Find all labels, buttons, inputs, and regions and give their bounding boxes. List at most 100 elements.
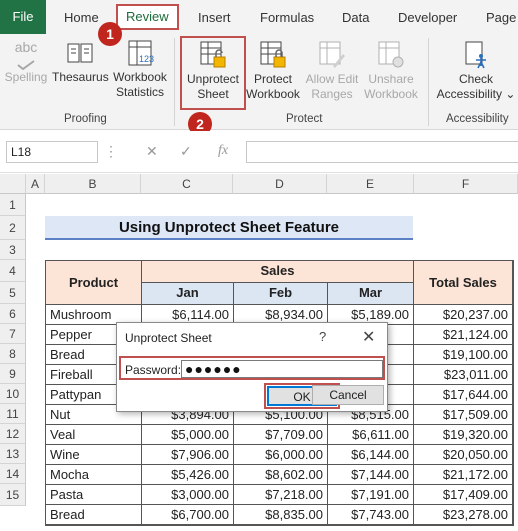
sales-cell-feb[interactable]: $6,000.00 [234,445,328,465]
total-sales-cell[interactable]: $19,100.00 [414,345,513,365]
total-sales-cell[interactable]: $21,124.00 [414,325,513,345]
total-sales-cell[interactable]: $17,409.00 [414,485,513,505]
column-header-a[interactable]: A [26,174,45,194]
total-sales-cell[interactable]: $23,278.00 [414,505,513,525]
row-header-12[interactable]: 12 [0,424,26,444]
allow-edit-ranges-button[interactable]: Allow Edit Ranges [302,40,362,102]
column-header-d[interactable]: D [233,174,327,194]
tab-page[interactable]: Page [486,10,517,25]
tab-data[interactable]: Data [342,10,370,25]
row-header-4[interactable]: 4 [0,260,26,282]
sales-cell-feb[interactable]: $8,602.00 [234,465,328,485]
check-accessibility-label-2: Accessibility ⌄ [436,87,516,101]
product-cell[interactable]: Bread [46,505,142,525]
check-accessibility-label-1: Check [458,72,493,86]
name-box[interactable]: L18 [6,141,98,163]
statistics-icon: 123 [125,38,155,68]
sales-cell-mar[interactable]: $6,144.00 [328,445,414,465]
column-header-b[interactable]: B [45,174,141,194]
book-icon [65,38,95,68]
enter-icon[interactable]: ✓ [180,143,192,159]
header-total-sales: Total Sales [414,261,513,305]
sales-cell-mar[interactable]: $7,144.00 [328,465,414,485]
total-sales-cell[interactable]: $17,644.00 [414,385,513,405]
check-accessibility-button[interactable]: Check Accessibility ⌄ [436,40,516,102]
accessibility-group-label: Accessibility [446,113,509,125]
formula-input[interactable] [246,141,518,163]
cancel-button[interactable]: Cancel [312,385,384,405]
tab-developer[interactable]: Developer [398,10,458,25]
insert-function-icon[interactable]: fx [218,143,229,158]
row-header-5[interactable]: 5 [0,282,26,304]
row-header-8[interactable]: 8 [0,344,26,364]
total-sales-cell[interactable]: $17,509.00 [414,405,513,425]
row-header-1[interactable]: 1 [0,194,26,216]
formula-bar: L18 ⋮ ✕ ✓ fx [0,131,518,173]
row-header-11[interactable]: 11 [0,404,26,424]
product-cell[interactable]: Veal [46,425,142,445]
proofing-group-label: Proofing [64,113,107,125]
allow-edit-ranges-label-2: Ranges [311,87,353,101]
close-icon[interactable]: ✕ [362,329,376,346]
tab-insert[interactable]: Insert [198,10,231,25]
total-sales-cell[interactable]: $23,011.00 [414,365,513,385]
product-cell[interactable]: Wine [46,445,142,465]
row-header-7[interactable]: 7 [0,324,26,344]
sales-cell-feb[interactable]: $8,835.00 [234,505,328,525]
chevron-down-icon: ⌄ [505,87,516,101]
cancel-icon[interactable]: ✕ [146,143,158,159]
sales-cell-jan[interactable]: $6,700.00 [142,505,234,525]
tab-file[interactable]: File [0,0,46,34]
password-field[interactable]: ●●●●●● [181,360,383,378]
product-cell[interactable]: Mocha [46,465,142,485]
sales-cell-jan[interactable]: $7,906.00 [142,445,234,465]
row-header-3[interactable]: 3 [0,240,26,260]
tab-home[interactable]: Home [64,10,99,25]
sales-cell-mar[interactable]: $7,743.00 [328,505,414,525]
select-all-corner[interactable] [0,174,26,194]
thesaurus-button[interactable]: Thesaurus [52,38,109,85]
product-cell[interactable]: Mushroom [46,305,142,325]
product-cell[interactable]: Nut [46,405,142,425]
row-header-6[interactable]: 6 [0,304,26,324]
header-jan: Jan [142,283,234,305]
total-sales-cell[interactable]: $20,050.00 [414,445,513,465]
sales-cell-mar[interactable]: $6,611.00 [328,425,414,445]
row-header-2[interactable]: 2 [0,216,26,240]
spelling-label: Spelling [4,70,48,84]
column-header-c[interactable]: C [141,174,233,194]
spelling-button[interactable]: abc Spelling [4,38,48,85]
workbook-statistics-button[interactable]: 123 Workbook Statistics [110,38,170,100]
sales-cell-feb[interactable]: $7,218.00 [234,485,328,505]
protect-workbook-button[interactable]: Protect Workbook [244,40,302,102]
row-header-14[interactable]: 14 [0,464,26,484]
sales-cell-mar[interactable]: $7,191.00 [328,485,414,505]
sales-cell-jan[interactable]: $3,000.00 [142,485,234,505]
sheet-title: Using Unprotect Sheet Feature [45,216,413,240]
sales-cell-jan[interactable]: $5,426.00 [142,465,234,485]
row-header-13[interactable]: 13 [0,444,26,464]
sales-cell-jan[interactable]: $5,000.00 [142,425,234,445]
sales-cell-feb[interactable]: $7,709.00 [234,425,328,445]
protect-workbook-label-2: Workbook [246,87,300,101]
tab-review[interactable]: Review [116,4,179,30]
more-options-icon: ⋮ [104,143,118,159]
header-sales: Sales [142,261,414,283]
workbook-statistics-label-2: Statistics [115,85,164,99]
total-sales-cell[interactable]: $19,320.00 [414,425,513,445]
unshare-workbook-button[interactable]: Unshare Workbook [362,40,420,102]
product-cell[interactable]: Pasta [46,485,142,505]
unshare-workbook-label-1: Unshare [368,72,414,86]
help-icon[interactable]: ? [319,329,327,344]
column-header-f[interactable]: F [414,174,518,194]
row-header-15[interactable]: 15 [0,484,26,506]
protect-group-label: Protect [286,113,323,125]
tab-formulas[interactable]: Formulas [260,10,315,25]
group-separator [174,38,175,126]
unprotect-sheet-button[interactable]: Unprotect Sheet [182,40,244,102]
total-sales-cell[interactable]: $20,237.00 [414,305,513,325]
row-header-10[interactable]: 10 [0,384,26,404]
row-header-9[interactable]: 9 [0,364,26,384]
total-sales-cell[interactable]: $21,172.00 [414,465,513,485]
column-header-e[interactable]: E [327,174,414,194]
